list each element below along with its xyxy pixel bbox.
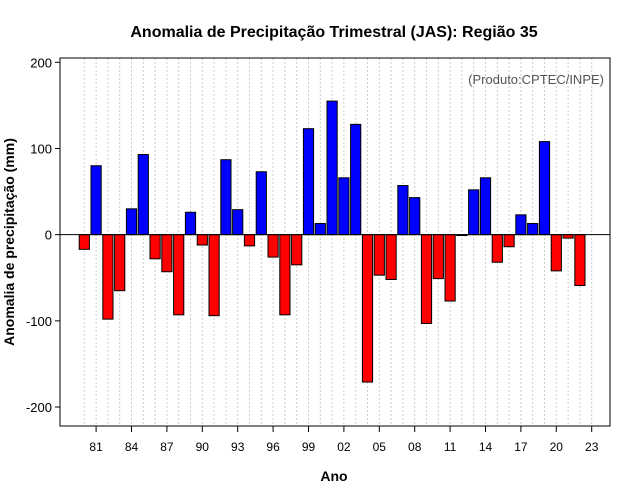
bar-2009: [420, 234, 433, 324]
bar-1991: [208, 234, 220, 317]
bar-2016: [503, 234, 515, 248]
y-axis-title: Anomalia de precipitação (mm): [1, 138, 17, 346]
x-tick-label: 87: [160, 440, 174, 454]
x-tick-label: 05: [373, 440, 387, 454]
x-tick-label: 23: [585, 440, 599, 454]
bar-2003: [350, 123, 362, 236]
bar-2011: [444, 234, 456, 302]
x-tick-label: 99: [302, 440, 316, 454]
bar-1989: [184, 211, 197, 236]
plot-frame: [59, 57, 611, 427]
y-tick-label: 0: [45, 228, 52, 243]
x-tick-label: 93: [231, 440, 245, 454]
bar-2018: [527, 222, 539, 236]
x-tick-label: 14: [479, 440, 493, 454]
bar-2019: [538, 141, 551, 236]
bar-2010: [432, 234, 444, 280]
bar-1990: [196, 234, 208, 246]
bar-1996: [267, 234, 279, 258]
bar-1993: [232, 209, 244, 236]
y-tick-label: 200: [30, 55, 52, 70]
bar-2006: [385, 234, 397, 280]
bar-1992: [220, 159, 232, 236]
bar-2014: [479, 177, 492, 236]
bar-1980: [78, 234, 90, 250]
bar-2022: [574, 234, 586, 287]
x-tick-label: 81: [89, 440, 103, 454]
bar-2004: [361, 234, 374, 383]
bar-1997: [279, 234, 291, 316]
bar-2001: [326, 100, 338, 236]
bar-1984: [125, 208, 138, 236]
bar-2002: [338, 177, 350, 236]
bar-2013: [468, 189, 480, 236]
x-tick-label: 17: [514, 440, 528, 454]
x-tick-label: 08: [408, 440, 422, 454]
bar-1986: [149, 234, 161, 260]
bar-1988: [173, 234, 185, 316]
y-tick-label: 100: [30, 141, 52, 156]
y-tick-label: -200: [26, 400, 52, 415]
x-axis-title: Ano: [320, 468, 347, 484]
y-tick-label: -100: [26, 314, 52, 329]
bar-1998: [291, 234, 303, 266]
x-tick-label: 84: [125, 440, 139, 454]
chart-title: Anomalia de Precipitação Trimestral (JAS…: [130, 24, 537, 41]
bar-2015: [491, 234, 503, 263]
y-axis: -200 -100 0 100 200: [26, 55, 60, 415]
bar-1994: [243, 234, 256, 247]
bar-2020: [550, 234, 562, 272]
bar-1983: [114, 234, 126, 292]
bar-2007: [397, 185, 409, 236]
bar-1995: [255, 171, 267, 236]
bar-2000: [314, 222, 326, 236]
x-tick-label: 90: [196, 440, 210, 454]
credit-label: (Produto:CPTEC/INPE): [468, 72, 604, 87]
bar-2017: [515, 214, 527, 236]
bar-1987: [161, 234, 173, 273]
bar-1999: [302, 128, 315, 236]
x-tick-label: 96: [266, 440, 280, 454]
bar-1985: [137, 154, 149, 236]
bar-2008: [409, 197, 421, 236]
bars: [78, 100, 586, 383]
x-axis: 81 84 87 90 93 96 99 02 05 08 11 14 17 20 23: [89, 426, 599, 454]
x-tick-label: 02: [337, 440, 351, 454]
x-tick-label: 11: [444, 440, 457, 454]
bar-1981: [90, 165, 102, 236]
bar-2021: [562, 234, 574, 239]
x-tick-label: 20: [550, 440, 564, 454]
bar-1982: [102, 234, 114, 320]
bar-2005: [373, 234, 385, 276]
